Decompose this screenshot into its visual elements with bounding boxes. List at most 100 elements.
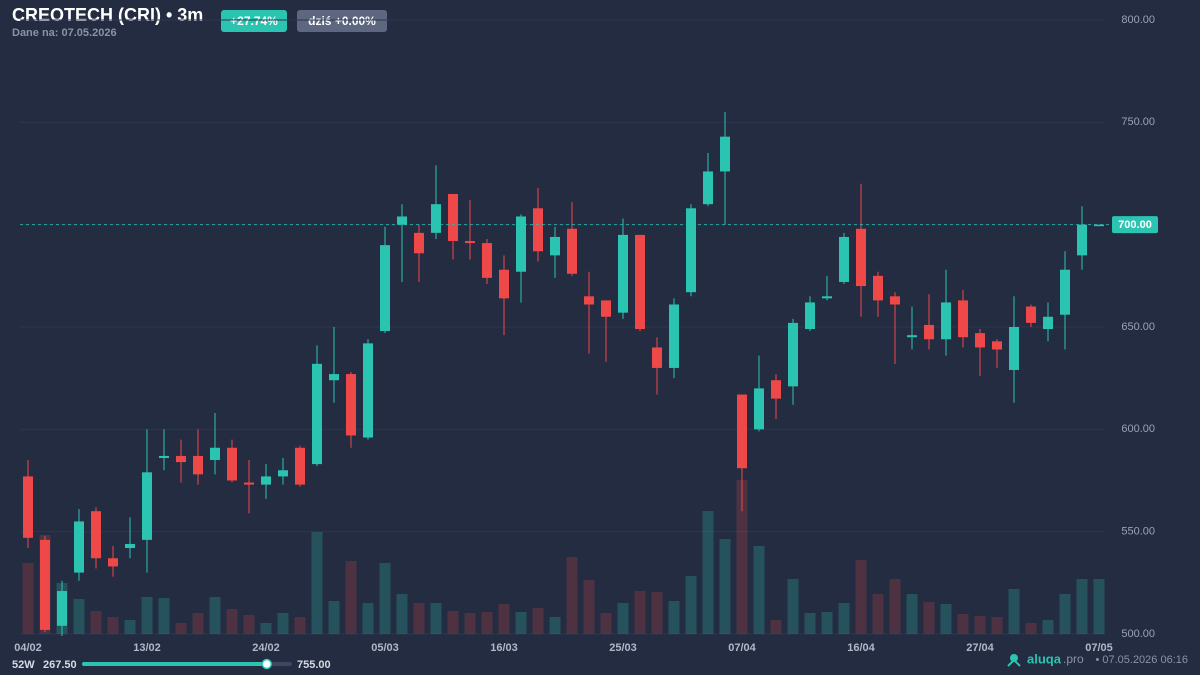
volume-bar <box>243 615 255 634</box>
volume-bar <box>22 563 34 634</box>
range-low: 267.50 <box>43 659 77 671</box>
candle-body <box>856 228 866 287</box>
chart-title: CREOTECH (CRI) • 3m <box>12 5 203 25</box>
volume-bar <box>294 617 306 634</box>
candle-body <box>992 341 1002 350</box>
volume-bar <box>430 603 442 634</box>
candle-body <box>771 380 781 399</box>
footer-timestamp: • 07.05.2026 06:16 <box>1095 654 1188 666</box>
candle-body <box>924 324 934 340</box>
last-price-box <box>1112 216 1158 234</box>
volume-bar <box>447 611 459 634</box>
candle-body <box>635 234 645 330</box>
volume-bar <box>192 613 204 634</box>
volume-bar <box>464 613 476 634</box>
volume-bar <box>1059 594 1071 634</box>
volume-bar <box>175 623 187 634</box>
volume-bar <box>90 611 102 634</box>
range-knob <box>261 658 273 670</box>
candle-body <box>975 333 985 348</box>
y-tick-label: 500.00 <box>1121 628 1155 640</box>
candle-body <box>873 275 883 301</box>
logo-icon <box>1010 654 1018 662</box>
change-badge <box>221 10 287 32</box>
volume-bar <box>957 614 969 634</box>
candle-body <box>737 394 747 469</box>
volume-bar <box>617 603 629 634</box>
candle-body <box>329 374 339 381</box>
volume-bar <box>226 609 238 634</box>
candle-body <box>278 470 288 477</box>
candle-body <box>482 243 492 278</box>
volume-bar <box>549 617 561 634</box>
volume-bar <box>872 594 884 634</box>
x-tick-label: 04/02 <box>14 642 42 654</box>
candle-body <box>907 335 917 338</box>
volume-bar <box>328 601 340 634</box>
candle-body <box>754 388 764 430</box>
candle-body <box>397 216 407 225</box>
volume-bar <box>736 480 748 634</box>
candle-body <box>244 482 254 485</box>
candle-body <box>159 455 169 458</box>
change-badge-text: +27.74% <box>230 14 278 28</box>
volume-bar <box>651 592 663 634</box>
volume-bar <box>753 546 765 634</box>
x-tick-label: 05/03 <box>371 642 399 654</box>
candle-body <box>652 347 662 368</box>
candle-body <box>516 216 526 272</box>
volume-bar <box>481 612 493 634</box>
volume-bar <box>702 511 714 634</box>
range-label: 52W <box>12 659 35 671</box>
footer-domain: .pro <box>1063 652 1084 666</box>
candle-body <box>1094 224 1104 227</box>
volume-bar <box>583 580 595 634</box>
volume-bar <box>158 598 170 634</box>
candle-body <box>890 296 900 305</box>
last-price-label: 700.00 <box>1118 219 1152 231</box>
volume-bar <box>787 579 799 634</box>
volume-bar <box>124 620 136 634</box>
volume-bar <box>600 613 612 634</box>
candle-body <box>448 193 458 242</box>
candle-body <box>74 521 84 573</box>
candle-body <box>261 476 271 485</box>
candle-body <box>958 300 968 338</box>
candle-body <box>584 296 594 305</box>
volume-bar <box>770 620 782 634</box>
y-tick-label: 650.00 <box>1121 321 1155 333</box>
candle-body <box>686 208 696 293</box>
volume-bar <box>413 603 425 634</box>
candle-body <box>1060 269 1070 315</box>
logo-icon <box>1007 658 1021 667</box>
volume-bar <box>1008 589 1020 634</box>
footer-brand: aluqa <box>1027 651 1062 666</box>
volume-bar <box>532 608 544 634</box>
candle-body <box>550 236 560 256</box>
volume-bar <box>362 603 374 634</box>
candle-body <box>533 208 543 252</box>
volume-bar <box>685 576 697 634</box>
volume-bar <box>396 594 408 634</box>
today-badge <box>297 10 387 32</box>
volume-bar <box>260 623 272 634</box>
volume-bar <box>974 616 986 634</box>
volume-bar <box>379 563 391 634</box>
volume-bar <box>498 604 510 634</box>
today-badge-text: dziś +0.00% <box>308 14 376 28</box>
volume-bar <box>804 613 816 634</box>
volume-bar <box>1093 579 1105 634</box>
volume-bar <box>889 579 901 634</box>
candle-body <box>1077 224 1087 256</box>
volume-bar <box>821 612 833 634</box>
candle-body <box>941 302 951 340</box>
candle-body <box>295 447 305 485</box>
candle-body <box>669 304 679 368</box>
candle-body <box>414 232 424 254</box>
candle-body <box>703 171 713 205</box>
candle-body <box>176 455 186 463</box>
y-tick-label: 750.00 <box>1121 116 1155 128</box>
volume-bar <box>107 617 119 634</box>
volume-bar <box>838 603 850 634</box>
